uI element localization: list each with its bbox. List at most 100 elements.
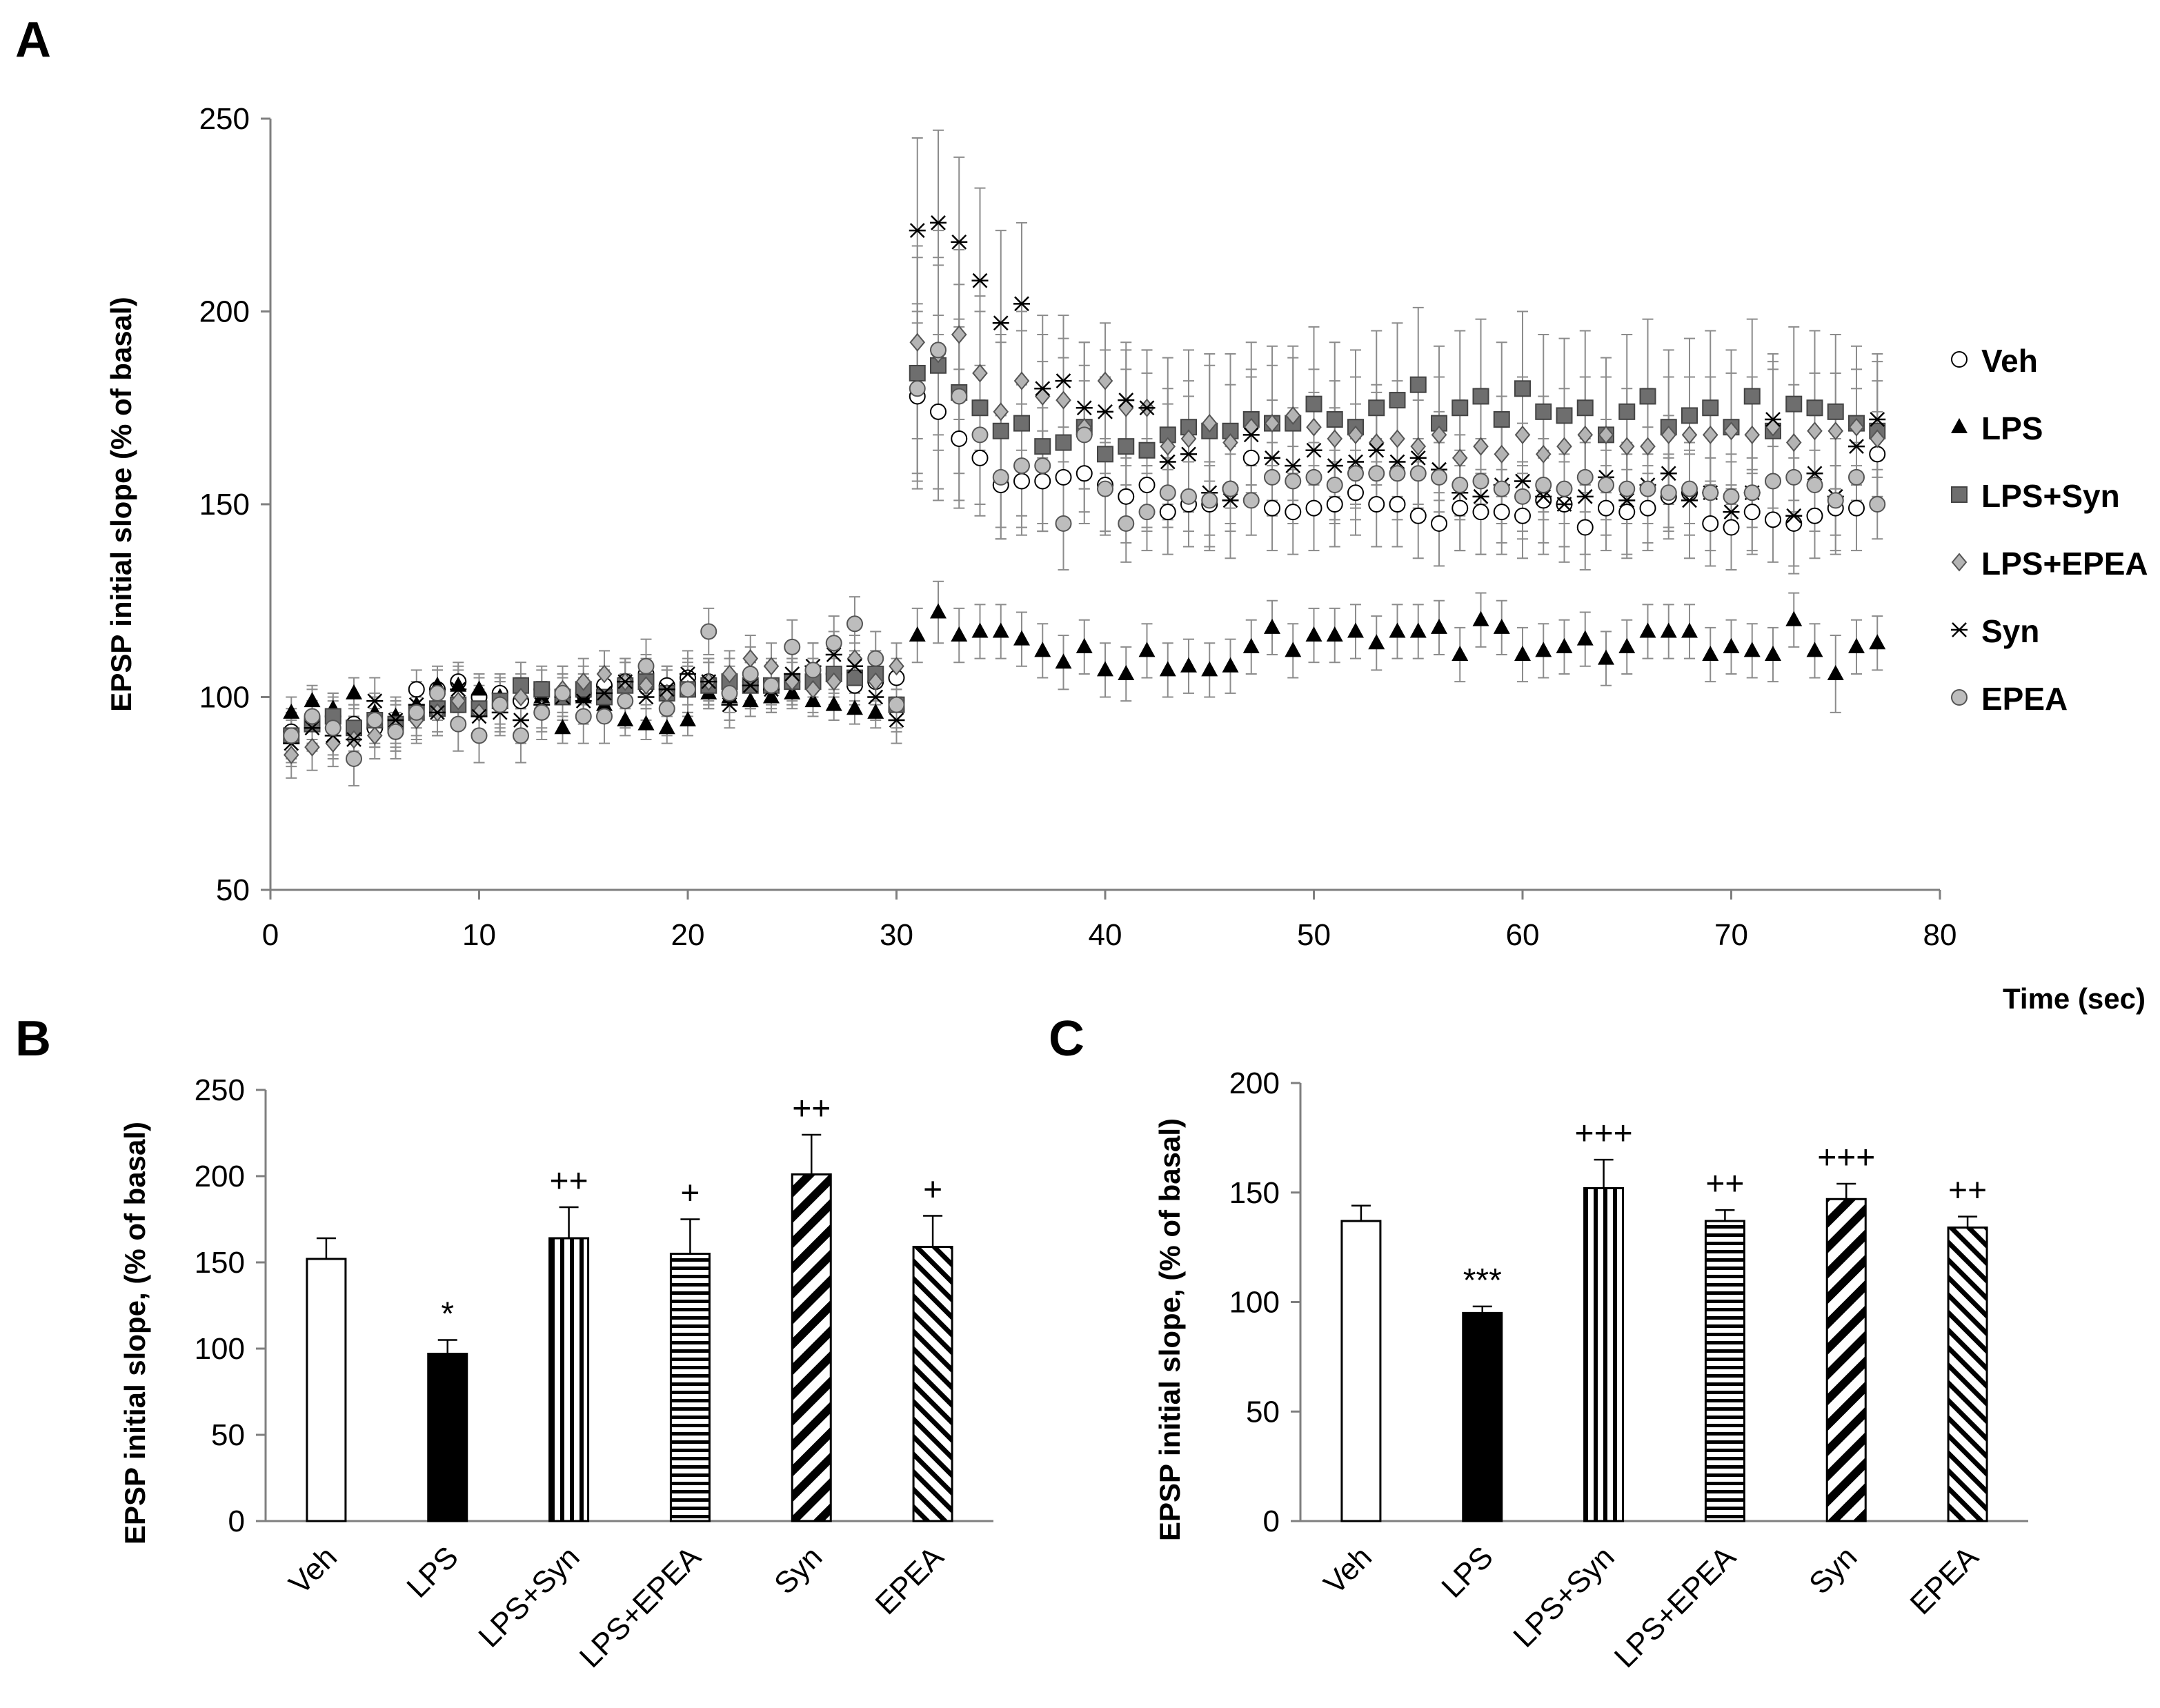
data-point	[742, 649, 759, 668]
data-point	[1660, 466, 1677, 481]
series-epea	[283, 341, 1886, 767]
data-point	[971, 272, 989, 288]
data-point	[1514, 646, 1531, 662]
data-point	[1535, 642, 1552, 657]
data-point	[1765, 511, 1781, 528]
data-point	[1055, 468, 1072, 486]
legend-label: LPS	[1981, 410, 2043, 446]
series-syn	[283, 215, 1886, 751]
y-tick-label: 200	[195, 1160, 245, 1193]
data-point	[283, 703, 300, 719]
data-point	[1180, 446, 1197, 462]
data-point	[1472, 610, 1489, 626]
data-point	[1744, 425, 1761, 444]
data-point	[1285, 504, 1302, 521]
x-tick-label: 30	[880, 918, 913, 952]
y-tick-label: 250	[199, 102, 250, 136]
panel-a-scatter-chart: 50 100 150 200 250 0 10 20 30 40 50 60 70 80 Time (sec…	[105, 102, 2148, 1015]
data-point	[1034, 642, 1051, 657]
data-point	[1347, 484, 1364, 502]
data-point	[658, 719, 675, 735]
x-tick-label: 20	[671, 918, 705, 952]
x-tick-label: 70	[1714, 918, 1748, 952]
x-axis-title: Time (sec)	[2003, 982, 2146, 1015]
data-point	[1785, 610, 1803, 626]
data-point	[1723, 421, 1739, 441]
data-point	[1869, 496, 1886, 513]
data-point	[805, 679, 821, 699]
data-point	[1702, 399, 1719, 417]
data-point	[346, 750, 362, 767]
data-point	[1180, 657, 1197, 673]
data-point	[1743, 642, 1761, 657]
data-point	[1013, 415, 1030, 432]
y-tick-label: 100	[195, 1332, 245, 1366]
significance-label: +++	[1817, 1140, 1875, 1176]
data-point	[867, 672, 884, 691]
bar	[1947, 1227, 1988, 1522]
data-point	[846, 615, 863, 633]
x-tick-label: LPS	[1435, 1540, 1499, 1604]
data-point	[1034, 473, 1051, 490]
panel-c-letter: C	[1049, 1011, 1084, 1066]
data-point	[1305, 626, 1322, 642]
data-point	[1806, 507, 1823, 524]
x-tick-label: Veh	[1318, 1540, 1378, 1600]
data-point	[1869, 446, 1886, 463]
data-point	[951, 325, 967, 344]
significance-label: ++	[550, 1163, 588, 1200]
data-point	[1326, 477, 1343, 494]
data-point	[1848, 499, 1865, 517]
data-point	[1618, 493, 1636, 508]
data-point	[1451, 646, 1469, 662]
data-point	[1138, 504, 1156, 521]
data-point	[1556, 480, 1573, 497]
data-point	[930, 603, 947, 619]
legend-label: Veh	[1981, 343, 2038, 379]
data-point	[971, 399, 989, 417]
data-point	[1785, 515, 1803, 532]
data-point	[408, 704, 425, 721]
data-point	[1493, 618, 1510, 634]
y-tick-label: 0	[228, 1505, 245, 1538]
data-point	[1305, 395, 1322, 413]
data-point	[1389, 454, 1406, 470]
data-point	[1264, 499, 1280, 517]
data-point	[1138, 441, 1156, 459]
data-point	[825, 635, 842, 652]
data-point	[846, 658, 863, 674]
data-point	[1097, 480, 1113, 497]
data-point	[722, 664, 737, 684]
significance-label: *	[441, 1296, 454, 1333]
data-point	[700, 674, 717, 690]
data-point	[1097, 404, 1113, 419]
data-point	[1201, 414, 1218, 433]
data-point	[1806, 466, 1823, 481]
data-point	[992, 315, 1009, 331]
data-point	[1493, 411, 1510, 428]
data-point	[1118, 664, 1135, 680]
data-point	[637, 657, 655, 675]
data-point	[1848, 439, 1865, 455]
data-point	[324, 719, 341, 737]
data-point	[1013, 457, 1030, 475]
legend-item: Syn	[1951, 613, 2039, 649]
significance-label: ++	[792, 1091, 831, 1127]
data-point	[1743, 388, 1761, 405]
data-point	[1514, 425, 1531, 444]
y-tick-label: 100	[1229, 1286, 1280, 1320]
data-point	[867, 703, 884, 719]
data-point	[366, 712, 384, 729]
data-point	[1514, 473, 1531, 489]
data-point	[1618, 504, 1636, 521]
data-point	[784, 684, 801, 699]
data-point	[1514, 488, 1531, 505]
data-point	[1138, 642, 1156, 657]
data-point	[951, 626, 968, 642]
data-point	[1869, 634, 1886, 650]
panel-b-letter: B	[15, 1011, 51, 1066]
data-point	[617, 674, 634, 690]
data-point	[742, 692, 759, 708]
data-point	[763, 688, 780, 704]
y-axis-title: EPSP initial slope, (% of basal)	[119, 1122, 151, 1545]
